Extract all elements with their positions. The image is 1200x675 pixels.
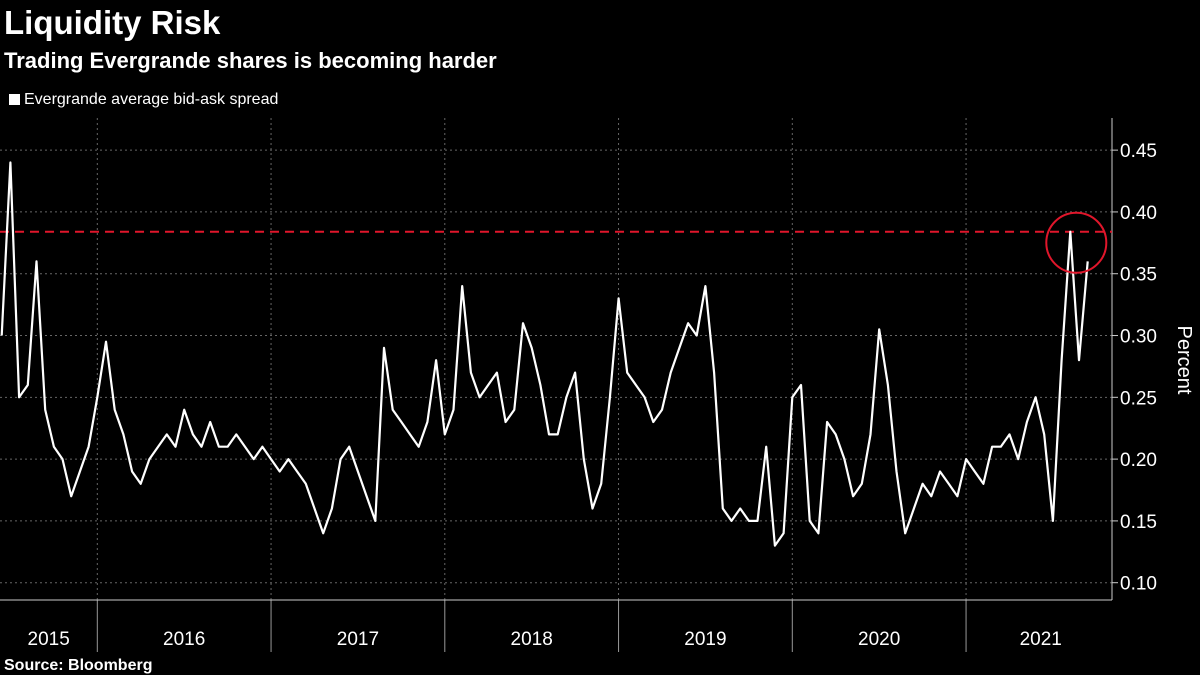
- x-tick-label: 2016: [163, 629, 205, 650]
- y-tick-label: 0.35: [1120, 265, 1157, 286]
- y-tick-label: 0.25: [1120, 388, 1157, 409]
- x-tick-label: 2018: [511, 629, 553, 650]
- legend-swatch: [9, 94, 20, 105]
- chart-subtitle: Trading Evergrande shares is becoming ha…: [4, 48, 497, 73]
- y-axis-label: Percent: [1173, 326, 1195, 395]
- line-series: [0, 161, 1089, 547]
- y-tick-label: 0.20: [1120, 450, 1157, 471]
- y-tick-label: 0.15: [1120, 512, 1157, 533]
- y-tick-label: 0.30: [1120, 327, 1157, 348]
- highlight-circle: [1045, 211, 1108, 274]
- legend-label: Evergrande average bid-ask spread: [24, 91, 278, 108]
- chart-title: Liquidity Risk: [4, 4, 221, 41]
- x-tick-label: 2020: [858, 629, 900, 650]
- y-tick-label: 0.40: [1120, 203, 1157, 224]
- x-tick-label: 2015: [28, 629, 70, 650]
- y-tick-label: 0.45: [1120, 141, 1157, 162]
- x-tick-label: 2021: [1020, 629, 1062, 650]
- x-tick-label: 2017: [337, 629, 379, 650]
- y-tick-label: 0.10: [1120, 574, 1157, 595]
- x-tick-label: 2019: [684, 629, 726, 650]
- source: Source: Bloomberg: [4, 657, 152, 674]
